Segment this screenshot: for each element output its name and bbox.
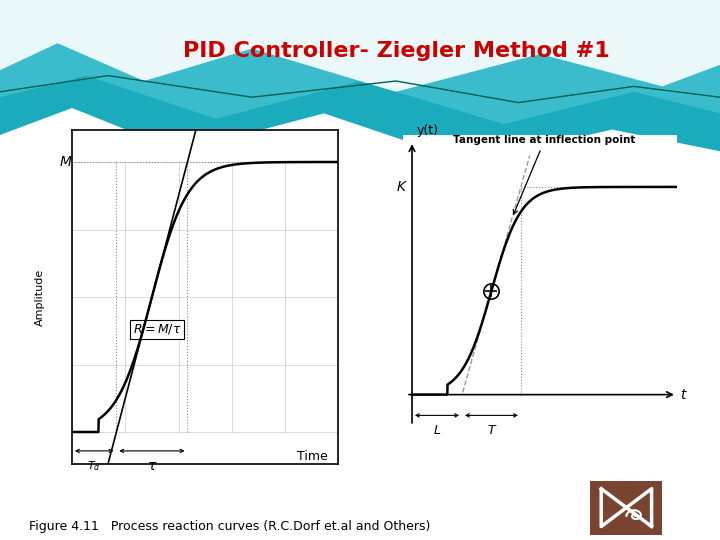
Text: $\tau$: $\tau$ [147,459,157,473]
Text: PID Controller- Ziegler Method #1: PID Controller- Ziegler Method #1 [183,41,609,62]
Text: Amplitude: Amplitude [35,268,45,326]
Text: $T_d$: $T_d$ [87,459,101,473]
Text: L: L [433,424,441,437]
Text: Time: Time [297,450,328,463]
Polygon shape [0,0,720,124]
Text: M: M [59,155,71,169]
Text: K: K [397,180,405,194]
Text: Tangent line at inflection point: Tangent line at inflection point [453,136,636,214]
Text: y(t): y(t) [416,124,438,137]
Text: t: t [680,388,685,402]
Text: T: T [487,424,495,437]
Text: $R=M/\tau$: $R=M/\tau$ [133,322,181,336]
Bar [0,92,720,540]
Text: Figure 4.11   Process reaction curves (R.C.Dorf et.al and Others): Figure 4.11 Process reaction curves (R.C… [29,520,430,533]
Polygon shape [0,0,720,92]
Polygon shape [0,0,720,162]
